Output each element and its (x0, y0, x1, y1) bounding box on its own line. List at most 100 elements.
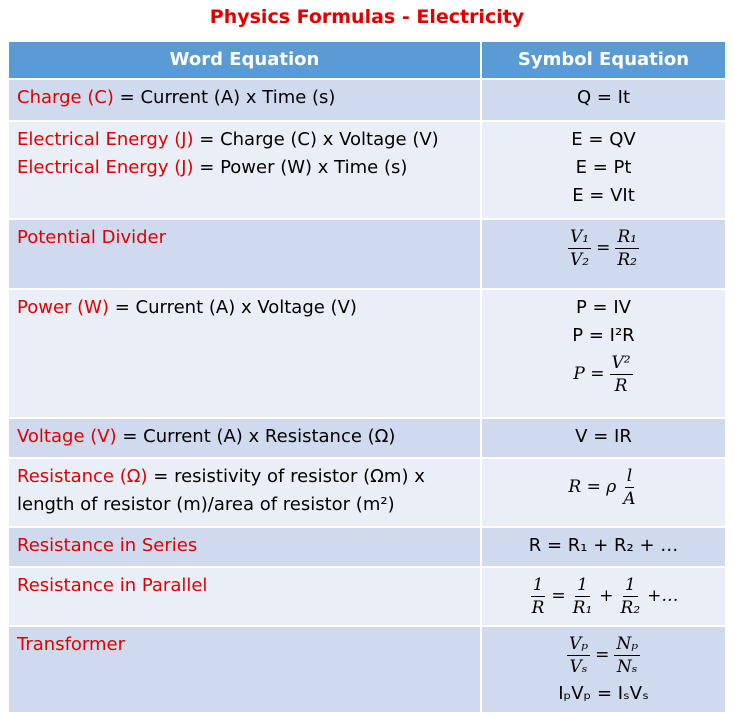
word-cell: Resistance in Parallel (7, 566, 482, 627)
numerator: Nₚ (614, 634, 640, 656)
denominator: R (614, 376, 628, 396)
denominator: Vₛ (569, 657, 588, 677)
symbol-equation: IₚVₚ = IₛVₛ (558, 683, 649, 704)
word-cell: Resistance in Series (7, 526, 482, 568)
word-cell: Resistance (Ω) = resistivity of resistor… (7, 457, 482, 528)
numerator: V² (609, 353, 633, 375)
equation-text: = resistivity of resistor (Ωm) x length … (17, 466, 425, 515)
numerator: V₁ (568, 227, 592, 249)
word-line: Charge (C) = Current (A) x Time (s) (17, 84, 472, 112)
symbol-equation: E = VIt (572, 185, 635, 206)
table-row: Power (W) = Current (A) x Voltage (V) P =… (7, 288, 727, 419)
word-line: Resistance (Ω) = resistivity of resistor… (17, 463, 472, 519)
fraction: V² R (609, 352, 633, 397)
word-cell: Charge (C) = Current (A) x Time (s) (7, 78, 482, 122)
quantity: Resistance in Parallel (17, 575, 208, 596)
symbol-cell: V = IR (480, 417, 727, 459)
quantity: Resistance in Series (17, 535, 198, 556)
column-header: Symbol Equation (480, 40, 727, 80)
header-row: Word Equation Symbol Equation (7, 40, 727, 80)
denominator: Nₛ (616, 657, 638, 677)
page: Physics Formulas - Electricity Word Equa… (7, 6, 727, 714)
fraction: Nₚ Nₛ (614, 633, 640, 678)
quantity: Voltage (V) (17, 426, 117, 447)
math-text: = (596, 238, 611, 258)
equation-text: = Current (A) x Voltage (V) (114, 297, 357, 318)
table-row: Resistance in Parallel 1 R = 1 R₁ +1 R₂ +… (7, 566, 727, 627)
math-equation: P = V² R (490, 352, 717, 397)
quantity: Charge (C) (17, 87, 114, 108)
math-text: = (595, 645, 610, 665)
symbol-equation: E = QV (571, 129, 636, 150)
numerator: 1 (530, 575, 546, 597)
table-row: Charge (C) = Current (A) x Time (s) Q = I… (7, 78, 727, 122)
math-text: +… (647, 586, 679, 606)
table-row: Potential Divider V₁ V₂ = R₁ R₂ (7, 218, 727, 290)
math-equation: V₁ V₂ = R₁ R₂ (490, 226, 717, 271)
table-row: Resistance (Ω) = resistivity of resistor… (7, 457, 727, 528)
equation-text: = Current (A) x Resistance (Ω) (122, 426, 396, 447)
word-cell: Electrical Energy (J) = Charge (C) x Vol… (7, 120, 482, 220)
fraction: Vₚ Vₛ (566, 633, 591, 678)
numerator: Vₚ (566, 634, 591, 656)
fraction: V₁ V₂ (568, 226, 592, 271)
word-line: Voltage (V) = Current (A) x Resistance (… (17, 423, 472, 451)
quantity: Resistance (Ω) (17, 466, 148, 487)
math-text: P = (573, 364, 605, 384)
denominator: R₂ (620, 598, 641, 618)
quantity: Electrical Energy (J) (17, 157, 194, 178)
math-equation: 1 R = 1 R₁ +1 R₂ +… (490, 574, 717, 619)
symbol-cell: R = R₁ + R₂ + … (480, 526, 727, 568)
symbol-cell: V₁ V₂ = R₁ R₂ (480, 218, 727, 290)
symbol-cell: E = QV E = Pt E = VIt (480, 120, 727, 220)
symbol-equation: E = Pt (575, 157, 632, 178)
table-row: Electrical Energy (J) = Charge (C) x Vol… (7, 120, 727, 220)
numerator: R₁ (615, 227, 639, 249)
word-line: Resistance in Parallel (17, 572, 472, 600)
word-line: Electrical Energy (J) = Charge (C) x Vol… (17, 126, 472, 154)
word-cell: Voltage (V) = Current (A) x Resistance (… (7, 417, 482, 459)
table-row: Transformer Vₚ Vₛ = Nₚ Nₛ IₚVₚ = IₛVₛ (7, 625, 727, 714)
symbol-equation: R = R₁ + R₂ + … (528, 535, 679, 556)
denominator: R₂ (617, 250, 637, 270)
symbol-equation: P = IV (575, 297, 631, 318)
symbol-equation: V = IR (575, 426, 632, 447)
equation-text: = Charge (C) x Voltage (V) (199, 129, 439, 150)
quantity: Potential Divider (17, 227, 166, 248)
word-line: Transformer (17, 631, 472, 659)
math-text: R = ρ (568, 477, 617, 497)
quantity: Transformer (17, 634, 126, 655)
numerator: 1 (622, 575, 638, 597)
symbol-cell: P = IV P = I²R P = V² R (480, 288, 727, 419)
symbol-equation: P = I²R (572, 325, 635, 346)
math-text: + (599, 586, 614, 606)
fraction: 1 R₁ (571, 574, 595, 619)
word-cell: Power (W) = Current (A) x Voltage (V) (7, 288, 482, 419)
equation-text: = Current (A) x Time (s) (119, 87, 336, 108)
numerator: 1 (575, 575, 590, 597)
symbol-cell: Vₚ Vₛ = Nₚ Nₛ IₚVₚ = IₛVₛ (480, 625, 727, 714)
fraction: R₁ R₂ (615, 226, 639, 271)
quantity: Electrical Energy (J) (17, 129, 194, 150)
word-line: Power (W) = Current (A) x Voltage (V) (17, 294, 472, 322)
math-equation: Vₚ Vₛ = Nₚ Nₛ (490, 633, 717, 678)
word-line: Potential Divider (17, 224, 472, 252)
word-line: Resistance in Series (17, 532, 472, 560)
denominator: R₁ (572, 598, 593, 618)
math-text: = (551, 586, 566, 606)
formula-table: Word Equation Symbol Equation Charge (C) … (7, 40, 727, 714)
symbol-equation: Q = It (576, 87, 631, 108)
denominator: V₂ (570, 250, 590, 270)
word-cell: Transformer (7, 625, 482, 714)
table-row: Voltage (V) = Current (A) x Resistance (… (7, 417, 727, 459)
fraction: 1 R₂ (619, 574, 643, 619)
numerator: l (624, 466, 635, 488)
symbol-cell: Q = It (480, 78, 727, 122)
title: Physics Formulas - Electricity (209, 6, 525, 28)
table-row: Resistance in Series R = R₁ + R₂ + … (7, 526, 727, 568)
word-cell: Potential Divider (7, 218, 482, 290)
